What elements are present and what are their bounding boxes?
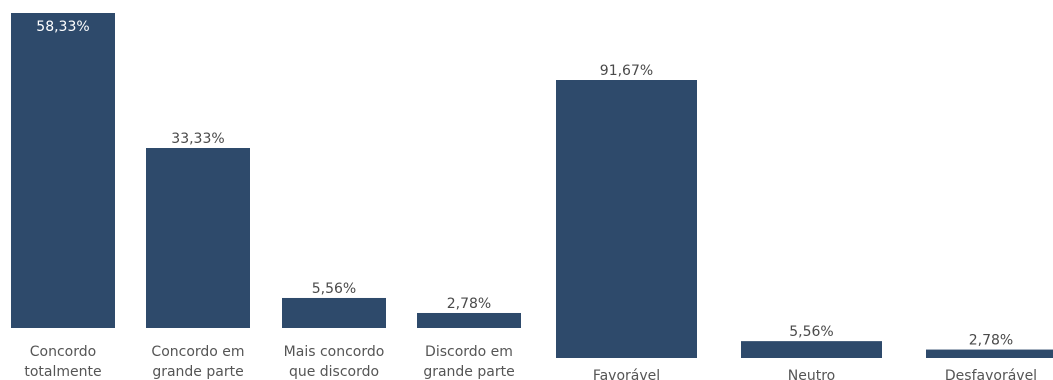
bar — [146, 148, 250, 328]
category-label: Desfavorável — [945, 368, 1037, 380]
bar — [282, 297, 386, 328]
data-label: 5,56% — [789, 324, 833, 340]
data-label: 5,56% — [312, 281, 356, 297]
category-label: grande parte — [423, 364, 514, 380]
category-label: Discordo em — [425, 344, 513, 360]
bar — [556, 80, 697, 358]
category-label: Concordo — [30, 344, 96, 360]
data-label: 91,67% — [600, 63, 653, 79]
category-label: Favorável — [593, 368, 660, 380]
chart-2: 91,67% Favorável 5,56% Neutro 2,78% Desfavorá… — [556, 63, 1053, 380]
bar — [926, 349, 1053, 358]
category-label: que discordo — [289, 364, 379, 380]
bar — [417, 312, 521, 328]
category-label: Mais concordo — [284, 344, 385, 360]
data-label: 2,78% — [447, 296, 491, 312]
data-label: 2,78% — [969, 333, 1013, 349]
category-label: Concordo em — [151, 344, 244, 360]
category-label: totalmente — [24, 364, 101, 380]
data-label: 33,33% — [171, 131, 224, 147]
data-label: 58,33% — [36, 19, 89, 35]
bar — [741, 341, 882, 358]
category-label: Neutro — [788, 368, 835, 380]
bar — [11, 13, 115, 328]
chart-1: 58,33% Concordo totalmente 33,33% Concordo e… — [11, 13, 521, 380]
category-label: grande parte — [152, 364, 243, 380]
